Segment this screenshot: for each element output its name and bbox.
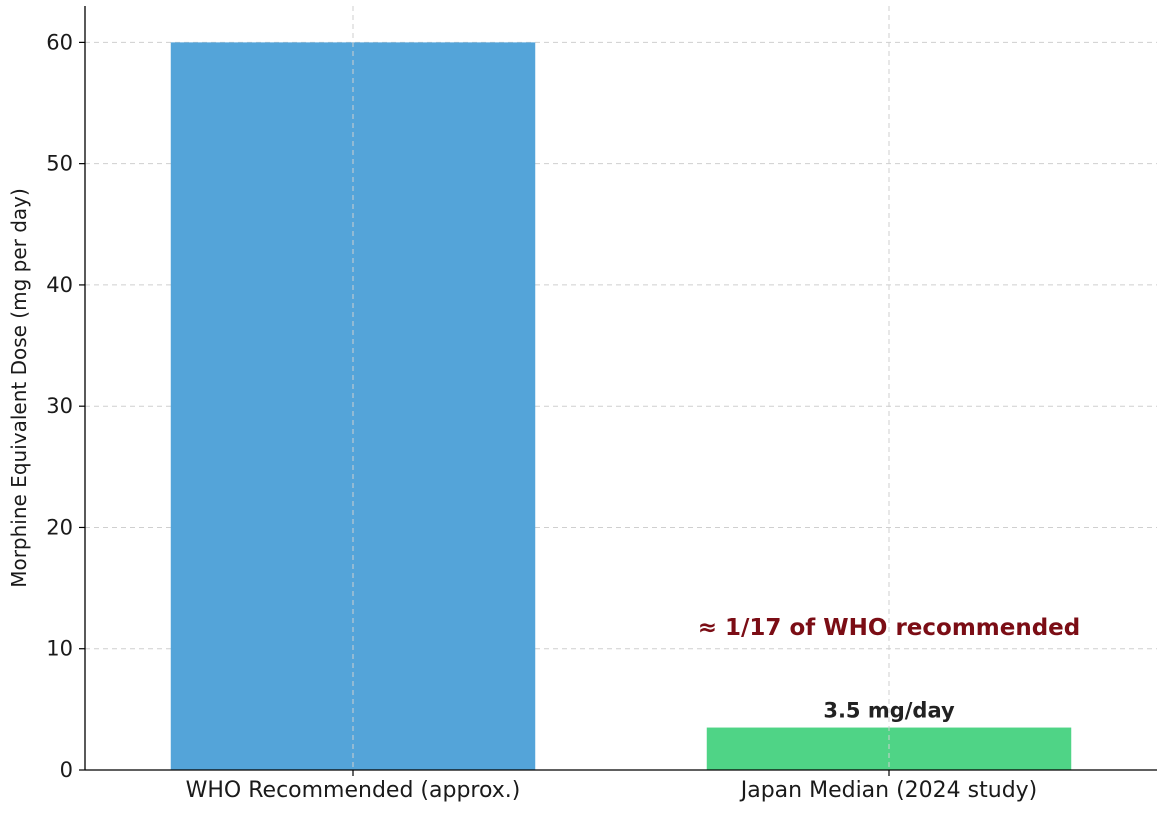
x-tick-label: Japan Median (2024 study) bbox=[739, 778, 1038, 803]
y-tick-label: 30 bbox=[46, 394, 73, 418]
y-tick-label: 10 bbox=[46, 637, 73, 661]
labels: Morphine Equivalent Dose (mg per day) ≈ … bbox=[7, 188, 1080, 641]
y-tick-label: 40 bbox=[46, 273, 73, 297]
annotation-text: ≈ 1/17 of WHO recommended bbox=[698, 615, 1081, 641]
bar-data-label: 3.5 mg/day bbox=[823, 699, 955, 723]
y-tick-label: 20 bbox=[46, 515, 73, 539]
axes bbox=[84, 6, 1157, 771]
y-tick-label: 60 bbox=[46, 30, 73, 54]
y-tick-label: 0 bbox=[60, 758, 73, 782]
x-tick-label: WHO Recommended (approx.) bbox=[186, 778, 521, 803]
y-tick-label: 50 bbox=[46, 152, 73, 176]
axis-ticks: 0 10 20 30 40 50 60 WHO Recommended (approx.) Ja… bbox=[46, 30, 1037, 803]
grid-lines bbox=[85, 41, 1157, 650]
y-axis-title: Morphine Equivalent Dose (mg per day) bbox=[7, 188, 31, 588]
